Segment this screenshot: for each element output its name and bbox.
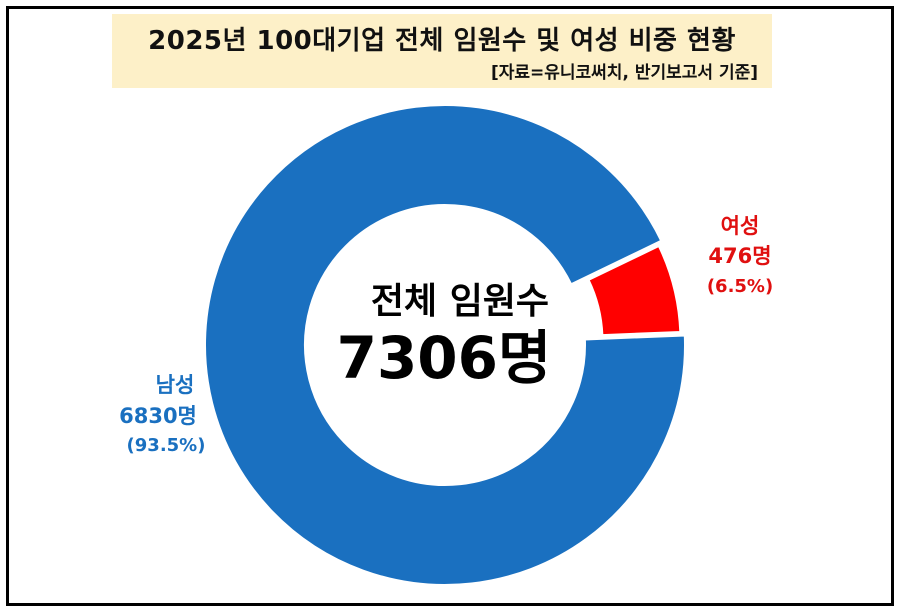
- female-name-label: 여성: [721, 214, 760, 238]
- male-slice: [204, 103, 686, 586]
- chart-title: 2025년 100대기업 전체 임원수 및 여성 비중 현황: [148, 26, 736, 56]
- male-name-label: 남성: [156, 373, 195, 397]
- center-total: 7306명: [337, 324, 552, 392]
- male-percent-label: (93.5%): [127, 435, 206, 456]
- chart-source: [자료=유니코써치, 반기보고서 기준]: [490, 63, 758, 83]
- title-box: 2025년 100대기업 전체 임원수 및 여성 비중 현황 [자료=유니코써치…: [112, 14, 772, 88]
- female-count-label: 476명: [708, 244, 771, 268]
- female-percent-label: (6.5%): [707, 276, 773, 297]
- female-slice: [587, 244, 682, 337]
- center-label: 전체 임원수: [371, 281, 549, 322]
- male-count-label: 6830명: [119, 404, 197, 428]
